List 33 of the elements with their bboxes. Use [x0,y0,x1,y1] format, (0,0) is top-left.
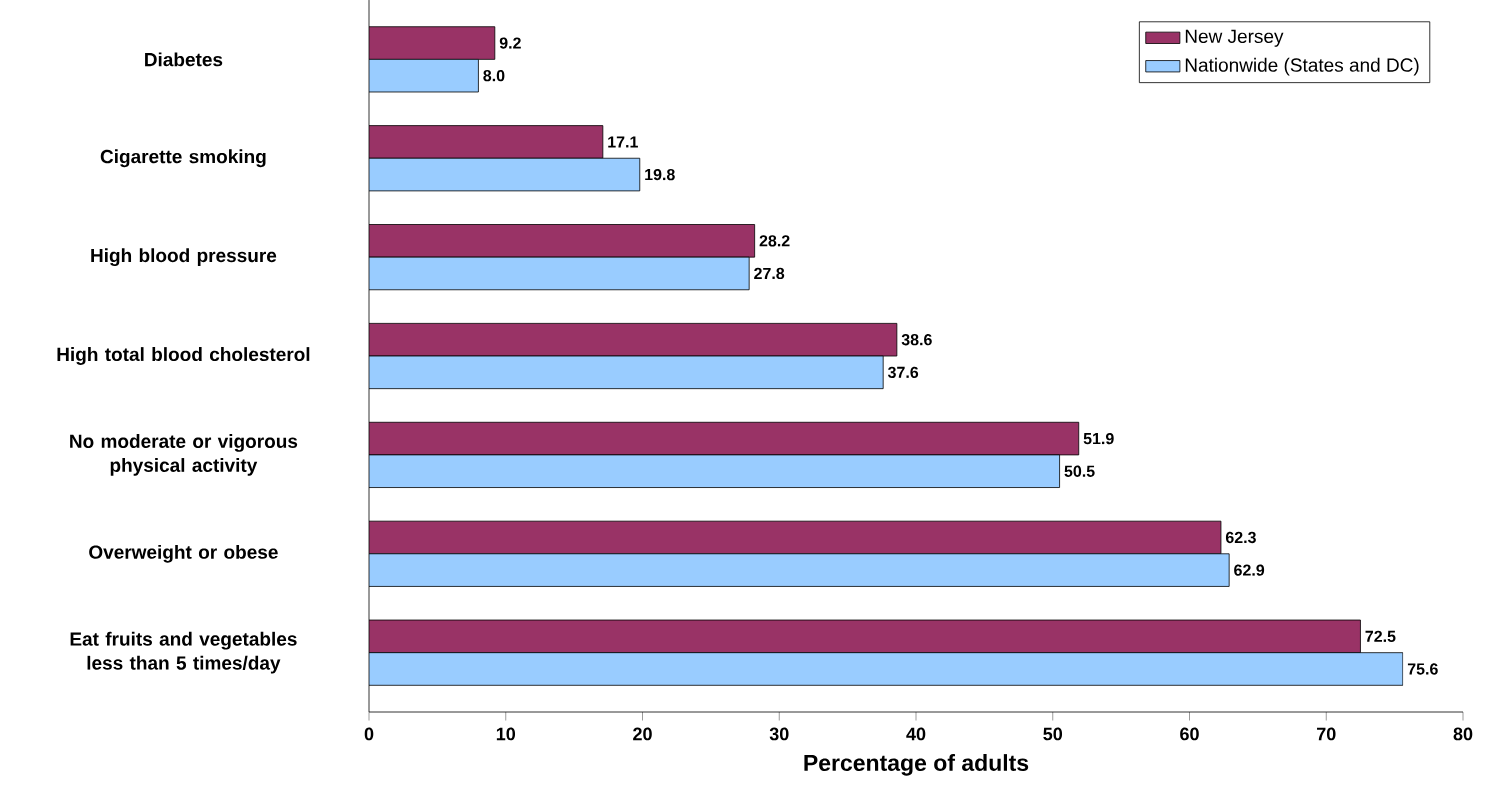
x-tick-label: 30 [769,727,789,741]
x-tick-label: 0 [364,727,374,741]
y-tick-label: Overweight or obese [89,544,278,563]
data-label: 51.9 [1083,432,1114,445]
data-label: 27.8 [754,267,785,280]
legend-label: New Jersey [1185,29,1284,47]
data-label: 62.9 [1234,564,1265,576]
data-label: 9.2 [499,37,521,49]
y-tick-label: No moderate or vigorous physical activity [70,434,298,476]
y-tick-label: Cigarette smoking [100,149,266,168]
x-tick-label: 20 [633,727,652,741]
x-axis-title: Percentage of adults [804,754,1029,776]
x-tick-label: 50 [1043,727,1063,741]
data-label: 37.6 [887,366,919,379]
x-tick-label: 80 [1453,727,1473,741]
data-label: 28.2 [759,235,790,247]
y-tick-label: High total blood cholesterol [57,347,310,365]
data-label: 38.6 [901,334,932,346]
data-label: 75.6 [1407,663,1438,675]
data-label: 8.0 [483,70,505,82]
x-tick-label: 70 [1317,727,1336,741]
data-label: 50.5 [1064,465,1095,477]
data-label: 19.8 [645,168,675,181]
y-tick-label: High blood pressure [91,248,277,267]
legend-label: Nationwide (States and DC) [1185,57,1419,76]
data-label: 17.1 [608,136,638,148]
data-label: 72.5 [1365,630,1396,643]
y-tick-label: Eat fruits and vegetables less than 5 times/day [70,631,297,674]
x-tick-label: 60 [1180,727,1199,741]
x-tick-label: 40 [906,727,926,741]
x-tick-label: 10 [496,727,516,741]
data-label: 62.3 [1225,531,1256,544]
y-tick-label: Diabetes [145,52,223,67]
